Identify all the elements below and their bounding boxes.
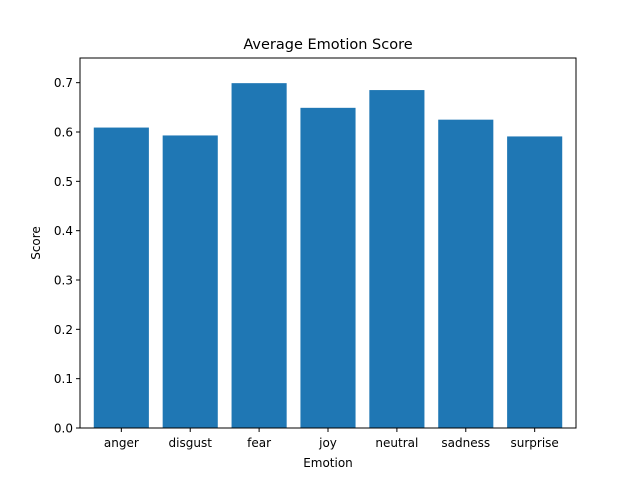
x-tick-label: fear	[247, 436, 271, 450]
y-tick-label: 0.5	[54, 175, 73, 189]
y-tick-label: 0.0	[54, 422, 73, 436]
y-tick-label: 0.1	[54, 372, 73, 386]
y-tick-label: 0.7	[54, 76, 73, 90]
x-tick-label: anger	[104, 436, 139, 450]
y-tick-label: 0.2	[54, 323, 73, 337]
bars-group	[93, 83, 563, 429]
bar-fear	[231, 83, 287, 428]
x-tick-label: surprise	[511, 436, 559, 450]
x-tick-label: disgust	[169, 436, 213, 450]
y-tick-label: 0.6	[54, 126, 73, 140]
x-axis-label: Emotion	[303, 456, 353, 470]
chart-title: Average Emotion Score	[243, 37, 412, 53]
y-tick-label: 0.3	[54, 274, 73, 288]
x-tick-label: sadness	[441, 436, 490, 450]
bar-surprise	[507, 136, 563, 428]
y-axis-label: Score	[29, 226, 43, 260]
bar-anger	[93, 127, 149, 428]
bar-joy	[300, 107, 356, 429]
x-tick-label: neutral	[375, 436, 418, 450]
bar-neutral	[369, 90, 425, 429]
y-tick-label: 0.4	[54, 224, 73, 238]
x-tick-label: joy	[318, 436, 337, 450]
bar-disgust	[162, 135, 218, 428]
bar-sadness	[438, 119, 494, 429]
x-axis: anger disgust fear joy neutral sadness surpris…	[104, 428, 559, 450]
y-axis: 0.0 0.1 0.2 0.3 0.4 0.5 0.6 0.7	[54, 76, 80, 436]
